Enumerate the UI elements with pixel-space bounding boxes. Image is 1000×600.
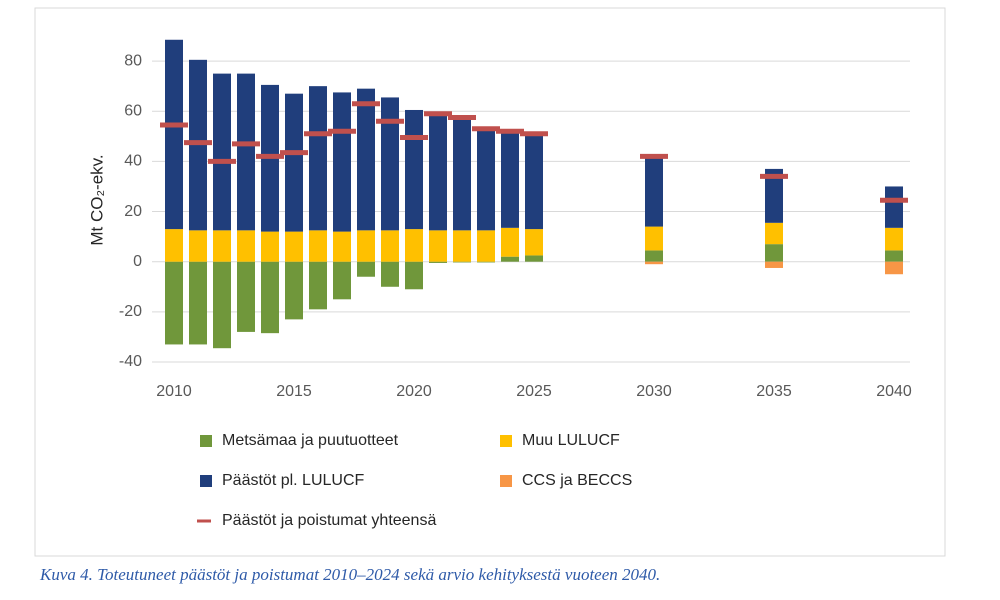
bar-segment — [309, 261, 327, 310]
y-tick-label: 0 — [133, 253, 142, 270]
bar-segment — [477, 230, 495, 262]
y-tick-label: -40 — [119, 353, 142, 370]
bar-segment — [645, 261, 663, 265]
bar-segment — [765, 261, 783, 268]
bar-segment — [405, 109, 423, 230]
x-tick-label: 2035 — [756, 383, 792, 400]
bar-segment — [645, 156, 663, 227]
bar-segment — [381, 261, 399, 287]
bar-segment — [333, 92, 351, 232]
x-tick-label: 2025 — [516, 383, 552, 400]
bar-segment — [165, 229, 183, 262]
y-tick-label: 60 — [124, 102, 142, 119]
bar-segment — [525, 255, 543, 262]
bar-segment — [885, 186, 903, 228]
bar-segment — [525, 229, 543, 256]
bar-segment — [309, 86, 327, 231]
bar-segment — [501, 227, 519, 257]
bar-segment — [885, 250, 903, 262]
x-tick-label: 2015 — [276, 383, 312, 400]
bar-segment — [165, 39, 183, 230]
y-axis-label: Mt CO₂-ekv. — [87, 154, 106, 245]
bar-segment — [885, 261, 903, 275]
bar-segment — [405, 229, 423, 262]
legend-label: Päästöt ja poistumat yhteensä — [222, 512, 436, 529]
bar-segment — [285, 93, 303, 232]
chart-frame — [34, 7, 946, 557]
bar-segment — [285, 231, 303, 262]
legend-swatch — [200, 435, 212, 447]
legend-swatch — [500, 475, 512, 487]
y-tick-label: -20 — [119, 303, 142, 320]
bar-segment — [261, 261, 279, 334]
y-tick-label: 20 — [124, 203, 142, 220]
bar-segment — [477, 130, 495, 231]
bar-segment — [333, 261, 351, 300]
bar-segment — [333, 231, 351, 262]
legend-label: Metsämaa ja puutuotteet — [222, 432, 399, 449]
bar-segment — [525, 135, 543, 230]
y-tick-label: 40 — [124, 153, 142, 170]
x-tick-label: 2010 — [156, 383, 192, 400]
bar-segment — [189, 230, 207, 262]
bar-segment — [453, 230, 471, 262]
x-tick-label: 2040 — [876, 383, 912, 400]
bar-segment — [429, 114, 447, 231]
bar-segment — [357, 261, 375, 277]
bar-segment — [309, 230, 327, 262]
bar-segment — [165, 261, 183, 345]
legend-label: CCS ja BECCS — [522, 472, 632, 489]
bar-segment — [357, 88, 375, 231]
y-tick-label: 80 — [124, 52, 142, 69]
bar-segment — [765, 168, 783, 223]
bar-segment — [189, 261, 207, 345]
bar-segment — [453, 261, 471, 263]
caption: Kuva 4. Toteutuneet päästöt ja poistumat… — [39, 565, 660, 584]
bar-segment — [237, 230, 255, 262]
bar-segment — [285, 261, 303, 320]
bar-segment — [237, 73, 255, 231]
bar-segment — [885, 227, 903, 251]
legend-label: Päästöt pl. LULUCF — [222, 472, 365, 489]
bar-segment — [765, 244, 783, 262]
bar-segment — [381, 230, 399, 262]
bar-segment — [645, 250, 663, 262]
legend-swatch — [200, 475, 212, 487]
bar-segment — [429, 261, 447, 263]
bar-segment — [261, 231, 279, 262]
bar-segment — [213, 230, 231, 262]
bar-segment — [213, 261, 231, 349]
bar-segment — [429, 230, 447, 262]
x-tick-label: 2030 — [636, 383, 672, 400]
bar-segment — [453, 118, 471, 231]
x-tick-label: 2020 — [396, 383, 432, 400]
bar-segment — [357, 230, 375, 262]
legend-label: Muu LULUCF — [522, 432, 620, 449]
bar-segment — [501, 256, 519, 262]
bar-segment — [645, 226, 663, 251]
bar-segment — [381, 97, 399, 231]
bar-segment — [501, 132, 519, 228]
bar-segment — [477, 261, 495, 263]
bar-segment — [237, 261, 255, 332]
bar-segment — [765, 222, 783, 245]
bar-segment — [213, 73, 231, 231]
legend-swatch — [500, 435, 512, 447]
bar-segment — [405, 261, 423, 290]
bar-segment — [189, 59, 207, 231]
